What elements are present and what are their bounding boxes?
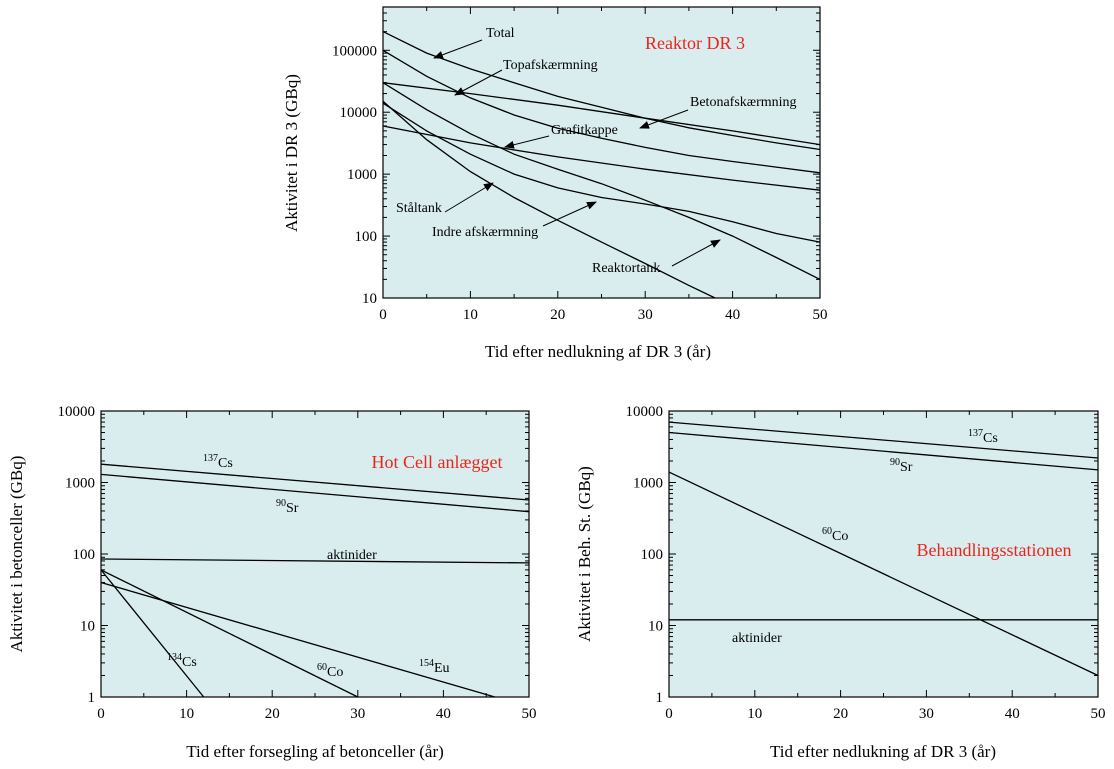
series-label-reaktortank: Reaktortank bbox=[592, 261, 660, 276]
series-label-topafskaermning: Topafskærmning bbox=[503, 58, 598, 73]
series-line-90sr bbox=[100, 473, 530, 513]
series-line-grafitkappe bbox=[382, 125, 821, 191]
series-line-137cs bbox=[100, 463, 530, 501]
axis-ticks: 0 10 20 30 40 50 1 10 100 1000 10000 bbox=[58, 404, 537, 722]
y-tick-label: 10 bbox=[362, 291, 377, 307]
plot-area bbox=[382, 6, 821, 299]
series-line-137cs bbox=[668, 421, 1099, 459]
y-tick-label: 10 bbox=[648, 619, 663, 635]
y-tick-label: 100 bbox=[73, 547, 96, 563]
x-tick-label: 30 bbox=[638, 307, 653, 323]
arrow-topafskaermning bbox=[454, 69, 503, 96]
series-label-co60: 60Co bbox=[317, 662, 343, 680]
x-tick-label: 50 bbox=[522, 706, 537, 722]
x-tick-label: 10 bbox=[179, 706, 194, 722]
series-line-134cs bbox=[100, 569, 205, 698]
chart-behandlingsstationen: 0 10 20 30 40 50 1 10 100 1000 10000 Behandlingsst… bbox=[575, 404, 1106, 761]
y-tick-label: 10000 bbox=[58, 404, 96, 420]
chart-title: Behandlingsstationen bbox=[917, 540, 1072, 560]
y-tick-label: 10000 bbox=[340, 105, 378, 121]
series-line-total bbox=[382, 31, 821, 151]
x-tick-label: 20 bbox=[265, 706, 280, 722]
arrow-reaktortank bbox=[671, 239, 721, 267]
x-tick-label: 40 bbox=[436, 706, 451, 722]
series-line-reaktortank bbox=[382, 100, 716, 299]
x-tick-label: 0 bbox=[665, 706, 673, 722]
x-axis-label: Tid efter nedlukning af DR 3 (år) bbox=[485, 342, 711, 361]
x-tick-label: 40 bbox=[1005, 706, 1020, 722]
y-axis-label: Aktivitet i Beh. St. (GBq) bbox=[575, 466, 594, 642]
y-tick-label: 1000 bbox=[633, 476, 663, 492]
series-label-cs137: 137Cs bbox=[203, 453, 233, 471]
x-tick-label: 40 bbox=[725, 307, 740, 323]
series-label-cs137: 137Cs bbox=[968, 428, 998, 446]
series-label-indre-afskaermning: Indre afskærmning bbox=[432, 225, 538, 240]
x-axis-label: Tid efter nedlukning af DR 3 (år) bbox=[770, 742, 996, 761]
series-label-grafitkappe: Grafitkappe bbox=[551, 123, 618, 138]
y-tick-label: 100 bbox=[355, 229, 378, 245]
series-label-aktinider: aktinider bbox=[732, 631, 782, 646]
plot-area bbox=[668, 410, 1099, 698]
series-line-60co bbox=[668, 471, 1099, 677]
y-tick-label: 1 bbox=[656, 690, 664, 706]
x-tick-label: 50 bbox=[813, 307, 828, 323]
series-label-sr90: 90Sr bbox=[890, 457, 913, 475]
series-label-total: Total bbox=[486, 26, 515, 41]
axis-ticks: 0 10 20 30 40 50 1 10 100 1000 10000 bbox=[626, 404, 1106, 722]
series-lines bbox=[100, 463, 530, 698]
x-tick-label: 10 bbox=[747, 706, 762, 722]
series-line-154eu bbox=[100, 581, 495, 698]
series-line-indre-afsk-rmning bbox=[382, 82, 821, 280]
x-tick-label: 20 bbox=[550, 307, 565, 323]
y-axis-label: Aktivitet i betonceller (GBq) bbox=[7, 456, 26, 653]
series-label-betonafskaermning: Betonafskærmning bbox=[690, 95, 797, 110]
chart-title: Reaktor DR 3 bbox=[645, 33, 745, 53]
series-line-aktinider bbox=[100, 558, 530, 564]
x-tick-label: 0 bbox=[379, 307, 387, 323]
series-label-sr90: 90Sr bbox=[276, 498, 299, 516]
x-axis-label: Tid efter forsegling af betonceller (år) bbox=[186, 742, 444, 761]
x-tick-label: 0 bbox=[97, 706, 105, 722]
arrow-betonafskaermning bbox=[639, 109, 689, 129]
series-label-staltank: Ståltank bbox=[396, 201, 442, 216]
arrow-indre-afskaermning bbox=[542, 201, 597, 227]
y-tick-label: 1000 bbox=[347, 167, 377, 183]
x-tick-label: 50 bbox=[1091, 706, 1106, 722]
arrow-total bbox=[433, 39, 483, 59]
y-tick-label: 10000 bbox=[626, 404, 664, 420]
arrow-staltank bbox=[444, 182, 494, 213]
series-line-60co bbox=[100, 569, 359, 698]
arrow-grafitkappe bbox=[504, 135, 550, 149]
series-label-aktinider: aktinider bbox=[327, 548, 377, 563]
y-tick-label: 100 bbox=[641, 547, 664, 563]
y-axis-label: Aktivitet i DR 3 (GBq) bbox=[282, 74, 301, 232]
series-label-cs134: 134Cs bbox=[167, 652, 197, 670]
y-tick-label: 100000 bbox=[332, 43, 377, 59]
y-tick-label: 1 bbox=[88, 690, 96, 706]
series-line-st-ltank bbox=[382, 102, 821, 243]
series-label-eu154: 154Eu bbox=[419, 658, 450, 676]
series-lines bbox=[668, 421, 1099, 677]
x-tick-label: 30 bbox=[350, 706, 365, 722]
y-tick-label: 1000 bbox=[65, 476, 95, 492]
x-tick-label: 20 bbox=[833, 706, 848, 722]
series-line-90sr bbox=[668, 431, 1099, 471]
y-tick-label: 10 bbox=[80, 619, 95, 635]
x-tick-label: 30 bbox=[919, 706, 934, 722]
chart-title: Hot Cell anlægget bbox=[372, 452, 503, 472]
x-tick-label: 10 bbox=[463, 307, 478, 323]
chart-hot-cell: 0 10 20 30 40 50 1 10 100 1000 10000 Hot Cell anlæ… bbox=[7, 404, 537, 761]
series-label-co60: 60Co bbox=[822, 526, 848, 544]
